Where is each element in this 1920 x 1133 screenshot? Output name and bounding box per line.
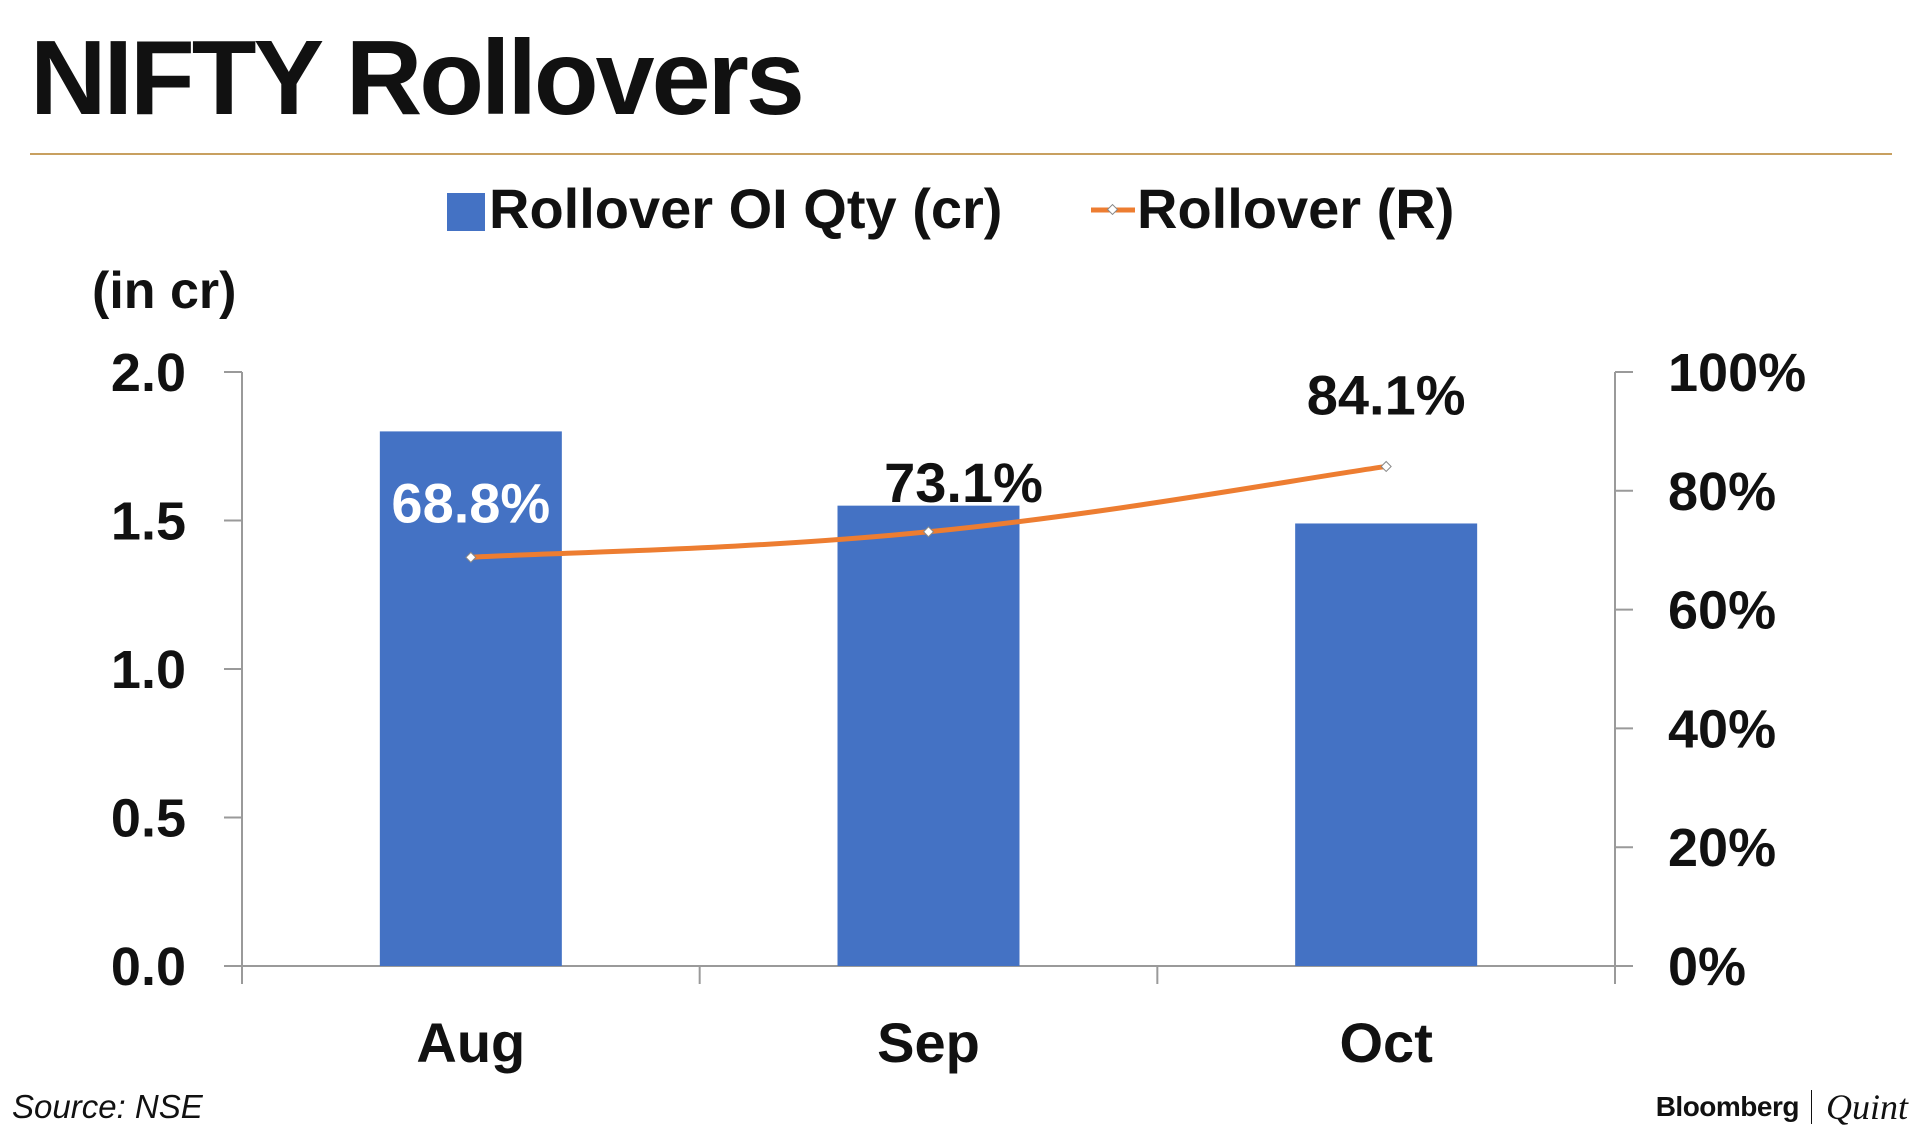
y-right-tick-label: 0% [1668,937,1746,997]
data-label-sep: 73.1% [884,451,1043,514]
x-tick-label: Aug [416,1011,525,1074]
y-left-tick-label: 0.5 [111,789,186,849]
y-left-tick-label: 1.0 [111,640,186,700]
y-left-axis-label: (in cr) [92,262,236,320]
y-right-tick-label: 20% [1668,818,1776,878]
y-right-tick-labels: 0% 20% 40% 60% 80% 100% [1668,343,1806,997]
bar-sep [837,505,1020,966]
rollover-point-sep [922,526,935,538]
legend-line-marker [1106,203,1119,216]
bar-aug [379,431,562,966]
line-series [465,460,1392,563]
y-right-tick-label: 100% [1668,343,1806,403]
data-label-oct: 84.1% [1307,363,1466,426]
brand-logo: Bloomberg Quint [1656,1086,1908,1128]
x-tick-label: Sep [877,1011,980,1074]
y-right-tick-label: 40% [1668,699,1776,759]
x-tick-label: Oct [1339,1011,1432,1074]
bar-oct [1295,523,1478,966]
legend: Rollover OI Qty (cr) Rollover (R) [447,177,1454,240]
legend-bar-label: Rollover OI Qty (cr) [489,177,1002,240]
y-left-tick-label: 1.5 [111,492,186,552]
y-right-tick-label: 60% [1668,581,1776,641]
chart-title: NIFTY Rollovers [30,19,805,137]
x-tick-labels: Aug Sep Oct [416,1011,1432,1074]
legend-bar-swatch [447,193,485,231]
rollover-point-oct [1380,460,1392,473]
data-label-aug: 68.8% [391,471,550,534]
brand-primary: Bloomberg [1655,1091,1800,1122]
brand-divider [1810,1090,1812,1124]
bar-series [379,431,1478,966]
brand-secondary: Quint [1825,1087,1908,1127]
y-left-tick-label: 0.0 [111,937,186,997]
y-right-tick-label: 80% [1668,462,1776,522]
y-left-tick-label: 2.0 [111,343,186,403]
rollover-point-aug [465,551,477,563]
title-divider [30,153,1892,155]
legend-line-label: Rollover (R) [1137,177,1454,240]
y-left-tick-labels: 0.0 0.5 1.0 1.5 2.0 [111,343,186,997]
line-data-labels: 68.8% 73.1% 84.1% [391,363,1465,534]
source-note: Source: NSE [12,1088,203,1125]
